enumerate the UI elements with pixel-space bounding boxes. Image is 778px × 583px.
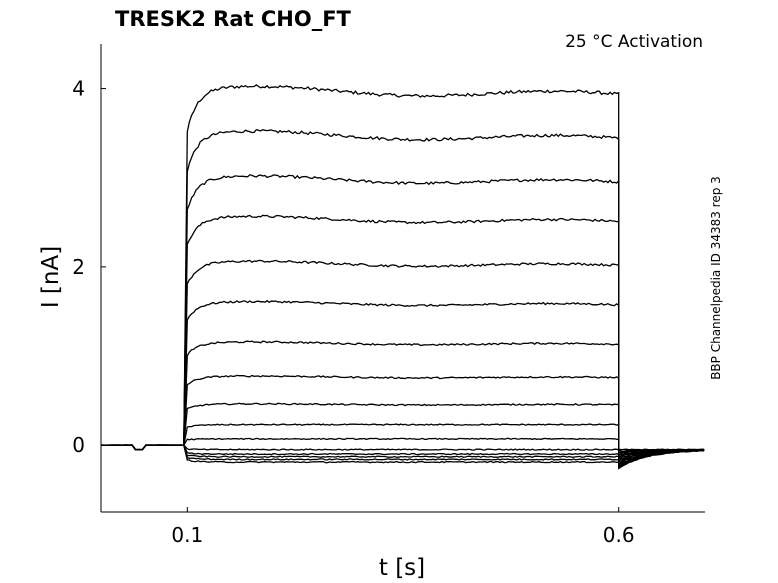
current-trace (100, 444, 705, 470)
current-trace (100, 444, 705, 467)
current-trace (100, 444, 705, 466)
side-note: BBP Channelpedia ID 34383 rep 3 (709, 176, 723, 380)
current-trace (101, 437, 705, 463)
current-trace (100, 444, 705, 465)
x-tick-label: 0.1 (171, 523, 203, 547)
x-ticks: 0.1 0.6 (171, 507, 635, 547)
current-trace (100, 402, 705, 461)
chart-title: TRESK2 Rat CHO_FT (115, 7, 352, 31)
current-trace (100, 444, 705, 468)
current-trace (100, 128, 705, 452)
current-trace (100, 174, 705, 454)
y-ticks: 0 2 4 (72, 77, 106, 457)
axes (100, 44, 705, 513)
y-tick-label: 4 (72, 77, 85, 101)
y-tick-label: 0 (72, 433, 85, 457)
current-trace (100, 340, 705, 459)
current-trace (100, 423, 705, 462)
x-axis-label: t [s] (379, 555, 425, 581)
current-trace (100, 83, 705, 451)
current-trace (101, 214, 705, 454)
current-trace (101, 374, 705, 459)
x-tick-label: 0.6 (603, 523, 635, 547)
y-axis-label: I [nA] (38, 246, 64, 308)
current-trace (101, 259, 705, 456)
traces (100, 83, 705, 470)
chart-subtitle: 25 °C Activation (565, 32, 703, 52)
current-trace (101, 299, 705, 457)
y-tick-label: 2 (72, 255, 85, 279)
